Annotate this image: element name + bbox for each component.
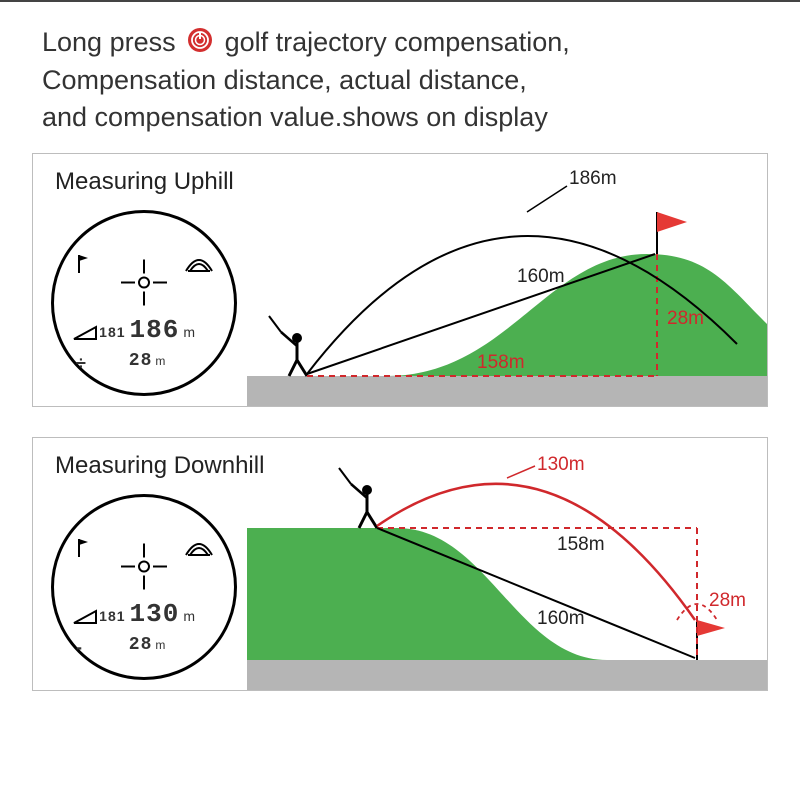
header-line3: and compensation value.shows on display	[42, 102, 548, 132]
vf-main-unit: m	[183, 608, 196, 624]
vf-main-value: 186	[130, 315, 180, 345]
uphill-title: Measuring Uphill	[55, 168, 234, 196]
uphill-height-label: 28m	[667, 308, 704, 329]
uphill-horiz-label: 158m	[477, 352, 525, 373]
uphill-viewfinder: ÷ 181 186 m 28 m	[51, 210, 237, 396]
vf-crosshair-icon	[117, 539, 171, 598]
vf-angle-icon	[72, 607, 98, 631]
header-text: Long press golf trajectory compensation,…	[0, 0, 800, 153]
vf-angle-icon	[72, 323, 98, 347]
vf-sign: -	[76, 637, 82, 658]
vf-sub-unit: m	[155, 354, 166, 368]
uphill-diagram: 186m 160m 158m 28m	[247, 154, 767, 406]
downhill-slant-label: 160m	[537, 608, 585, 629]
vf-sub-value: 28	[129, 351, 153, 371]
uphill-panel: Measuring Uphill ÷	[32, 153, 768, 407]
vf-sign: ÷	[76, 353, 86, 374]
vf-signal-icon	[184, 255, 214, 279]
downhill-viewfinder: - 181 130 m 28 m	[51, 494, 237, 680]
downhill-arc-label: 130m	[537, 454, 585, 475]
uphill-slant-label: 160m	[517, 266, 565, 287]
header-line1a: Long press	[42, 27, 176, 57]
vf-sub-reading: 28 m	[129, 635, 167, 655]
vf-main-reading: 181 130 m	[99, 599, 196, 629]
vf-main-reading: 181 186 m	[99, 315, 196, 345]
header-line2: Compensation distance, actual distance,	[42, 65, 527, 95]
vf-sub-value: 28	[129, 635, 153, 655]
vf-signal-icon	[184, 539, 214, 563]
vf-flag-icon	[76, 537, 90, 560]
vf-crosshair-icon	[117, 255, 171, 314]
vf-sub-reading: 28 m	[129, 351, 167, 371]
header-line1b: golf trajectory compensation,	[225, 27, 570, 57]
downhill-panel: Measuring Downhill -	[32, 437, 768, 691]
vf-main-value: 130	[130, 599, 180, 629]
uphill-arc-label: 186m	[569, 168, 617, 189]
downhill-horiz-label: 158m	[557, 534, 605, 555]
vf-marks: 181	[99, 608, 125, 624]
downhill-diagram: 130m 158m 160m 28m	[247, 438, 767, 690]
power-button-icon	[187, 26, 213, 62]
vf-marks: 181	[99, 324, 125, 340]
vf-main-unit: m	[183, 324, 196, 340]
downhill-title: Measuring Downhill	[55, 452, 264, 480]
downhill-height-label: 28m	[709, 590, 746, 611]
vf-sub-unit: m	[155, 638, 166, 652]
vf-flag-icon	[76, 253, 90, 276]
